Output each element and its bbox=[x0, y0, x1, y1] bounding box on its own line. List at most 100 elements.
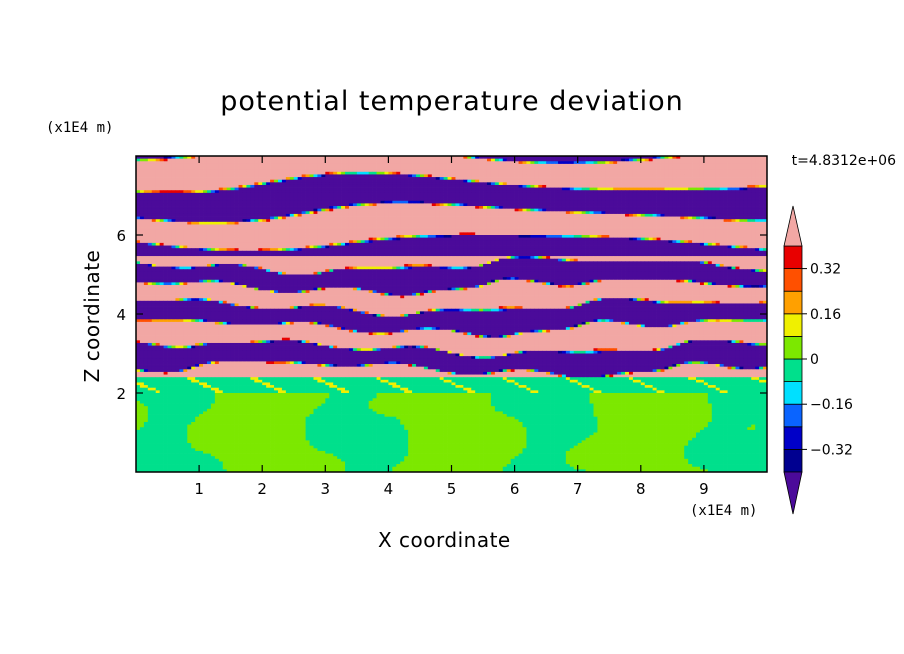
heatmap-cell bbox=[191, 230, 195, 233]
heatmap-cell bbox=[329, 232, 333, 235]
heatmap-cell bbox=[613, 222, 617, 225]
heatmap-cell bbox=[357, 164, 361, 167]
heatmap-cell bbox=[680, 227, 684, 230]
heatmap-cell bbox=[250, 203, 254, 206]
heatmap-cell bbox=[759, 188, 763, 191]
heatmap-cell bbox=[657, 190, 661, 193]
heatmap-cell bbox=[617, 206, 621, 209]
heatmap-cell bbox=[219, 172, 223, 175]
heatmap-cell bbox=[302, 190, 306, 193]
heatmap-cell bbox=[491, 201, 495, 204]
heatmap-cell bbox=[377, 222, 381, 225]
heatmap-cell bbox=[562, 222, 566, 225]
heatmap-cell bbox=[732, 230, 736, 233]
heatmap-cell bbox=[345, 235, 349, 238]
heatmap-cell bbox=[515, 193, 519, 196]
heatmap-cell bbox=[676, 177, 680, 180]
heatmap-cell bbox=[542, 230, 546, 233]
heatmap-cell bbox=[743, 188, 747, 191]
heatmap-cell bbox=[199, 196, 203, 199]
heatmap-cell bbox=[227, 222, 231, 225]
heatmap-cell bbox=[199, 161, 203, 164]
heatmap-cell bbox=[668, 193, 672, 196]
heatmap-cell bbox=[349, 185, 353, 188]
heatmap-cell bbox=[574, 206, 578, 209]
heatmap-cell bbox=[282, 182, 286, 185]
heatmap-cell bbox=[471, 209, 475, 212]
heatmap-cell bbox=[645, 185, 649, 188]
heatmap-cell bbox=[160, 193, 164, 196]
heatmap-cell bbox=[333, 161, 337, 164]
heatmap-cell bbox=[558, 219, 562, 222]
heatmap-cell bbox=[625, 167, 629, 170]
heatmap-cell bbox=[242, 203, 246, 206]
heatmap-cell bbox=[511, 224, 515, 227]
heatmap-cell bbox=[254, 188, 258, 191]
heatmap-cell bbox=[633, 182, 637, 185]
heatmap-cell bbox=[337, 180, 341, 183]
heatmap-cell bbox=[357, 196, 361, 199]
heatmap-cell bbox=[207, 159, 211, 162]
heatmap-cell bbox=[440, 206, 444, 209]
heatmap-cell bbox=[661, 198, 665, 201]
heatmap-cell bbox=[211, 211, 215, 214]
heatmap-cell bbox=[278, 172, 282, 175]
heatmap-cell bbox=[428, 167, 432, 170]
heatmap-cell bbox=[381, 180, 385, 183]
heatmap-cell bbox=[440, 217, 444, 220]
heatmap-cell bbox=[384, 214, 388, 217]
heatmap-cell bbox=[444, 227, 448, 230]
heatmap-cell bbox=[538, 159, 542, 162]
heatmap-cell bbox=[384, 177, 388, 180]
heatmap-cell bbox=[357, 188, 361, 191]
heatmap-cell bbox=[542, 159, 546, 162]
heatmap-cell bbox=[408, 206, 412, 209]
heatmap-cell bbox=[270, 235, 274, 238]
heatmap-cell bbox=[231, 224, 235, 227]
heatmap-cell bbox=[475, 219, 479, 222]
heatmap-cell bbox=[412, 214, 416, 217]
heatmap-cell bbox=[519, 198, 523, 201]
heatmap-cell bbox=[227, 232, 231, 235]
heatmap-cell bbox=[199, 188, 203, 191]
heatmap-cell bbox=[522, 198, 526, 201]
heatmap-cell bbox=[321, 188, 325, 191]
heatmap-cell bbox=[582, 159, 586, 162]
heatmap-cell bbox=[629, 174, 633, 177]
heatmap-cell bbox=[341, 232, 345, 235]
heatmap-cell bbox=[633, 188, 637, 191]
heatmap-cell bbox=[597, 214, 601, 217]
heatmap-cell bbox=[416, 232, 420, 235]
heatmap-cell bbox=[231, 159, 235, 162]
heatmap-cell bbox=[601, 235, 605, 238]
heatmap-cell bbox=[357, 224, 361, 227]
heatmap-cell bbox=[246, 214, 250, 217]
heatmap-cell bbox=[586, 222, 590, 225]
heatmap-cell bbox=[751, 169, 755, 172]
heatmap-cell bbox=[436, 222, 440, 225]
heatmap-cell bbox=[732, 217, 736, 220]
heatmap-cell bbox=[392, 169, 396, 172]
heatmap-cell bbox=[369, 164, 373, 167]
heatmap-cell bbox=[140, 224, 144, 227]
heatmap-cell bbox=[574, 227, 578, 230]
heatmap-cell bbox=[708, 203, 712, 206]
heatmap-cell bbox=[373, 172, 377, 175]
heatmap-cell bbox=[732, 235, 736, 238]
heatmap-cell bbox=[274, 227, 278, 230]
heatmap-cell bbox=[384, 174, 388, 177]
heatmap-cell bbox=[582, 211, 586, 214]
heatmap-cell bbox=[664, 230, 668, 233]
heatmap-cell bbox=[183, 196, 187, 199]
heatmap-cell bbox=[313, 159, 317, 162]
heatmap-cell bbox=[388, 174, 392, 177]
heatmap-cell bbox=[191, 203, 195, 206]
heatmap-cell bbox=[755, 198, 759, 201]
heatmap-cell bbox=[455, 206, 459, 209]
heatmap-cell bbox=[617, 188, 621, 191]
heatmap-cell bbox=[369, 217, 373, 220]
heatmap-cell bbox=[558, 206, 562, 209]
heatmap-cell bbox=[688, 172, 692, 175]
heatmap-cell bbox=[448, 211, 452, 214]
heatmap-cell bbox=[250, 172, 254, 175]
